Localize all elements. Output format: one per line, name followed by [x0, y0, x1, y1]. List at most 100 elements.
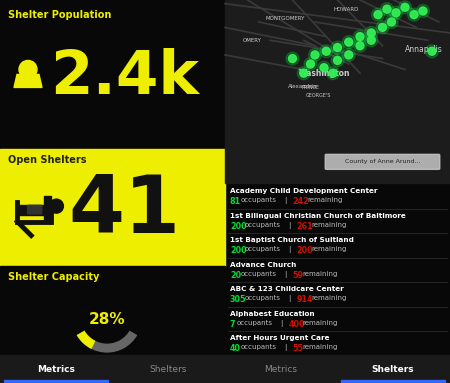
Bar	[0, 355, 225, 383]
Text: Metrics: Metrics	[37, 365, 75, 373]
Text: Advance Church: Advance Church	[230, 262, 297, 268]
Text: 40: 40	[230, 344, 241, 354]
Text: remaining: remaining	[311, 295, 346, 301]
Circle shape	[345, 38, 353, 46]
Text: remaining: remaining	[303, 344, 338, 350]
Text: 400: 400	[288, 320, 305, 329]
Circle shape	[19, 61, 37, 79]
Text: |: |	[284, 271, 287, 278]
Text: remaining: remaining	[303, 271, 338, 277]
Bar	[341, 380, 445, 382]
Circle shape	[50, 199, 63, 213]
Text: Shelters: Shelters	[372, 365, 414, 373]
Circle shape	[288, 54, 297, 62]
Text: remaining: remaining	[307, 197, 342, 203]
Text: |: |	[288, 295, 291, 302]
Wedge shape	[76, 331, 95, 349]
Bar	[44, 196, 51, 221]
Circle shape	[304, 57, 317, 70]
Text: |: |	[284, 197, 287, 204]
Circle shape	[297, 67, 310, 80]
Circle shape	[417, 5, 429, 18]
Text: occupants: occupants	[236, 320, 272, 326]
Text: County of Anne Arund...: County of Anne Arund...	[345, 159, 420, 164]
Circle shape	[345, 51, 353, 59]
Circle shape	[320, 45, 333, 58]
Bar	[225, 0, 450, 183]
Text: 28%: 28%	[89, 312, 125, 327]
Circle shape	[428, 47, 436, 55]
Circle shape	[329, 69, 337, 77]
Text: |: |	[284, 344, 287, 352]
Text: 1st Bilingual Christian Church of Baltimore: 1st Bilingual Christian Church of Baltim…	[230, 213, 406, 219]
Circle shape	[426, 45, 438, 58]
Circle shape	[354, 30, 366, 43]
Bar	[4, 380, 108, 382]
Circle shape	[331, 41, 344, 54]
Bar	[225, 355, 450, 383]
Text: 1st Baptist Church of Suitland: 1st Baptist Church of Suitland	[230, 237, 354, 243]
Text: Alphabest Education: Alphabest Education	[230, 311, 315, 317]
Circle shape	[342, 48, 355, 61]
Wedge shape	[76, 331, 137, 353]
Text: 20: 20	[230, 271, 241, 280]
Circle shape	[342, 36, 355, 49]
Circle shape	[300, 69, 308, 77]
Circle shape	[320, 64, 328, 72]
Bar	[0, 0, 225, 149]
Circle shape	[408, 8, 420, 21]
Circle shape	[419, 7, 427, 15]
Circle shape	[383, 5, 391, 13]
Text: Shelters: Shelters	[149, 365, 187, 373]
Circle shape	[410, 11, 418, 19]
Circle shape	[378, 23, 387, 31]
Circle shape	[327, 67, 339, 80]
Circle shape	[374, 11, 382, 19]
Text: ABC & 123 Childcare Center: ABC & 123 Childcare Center	[230, 286, 344, 292]
Text: 914: 914	[297, 295, 313, 304]
Circle shape	[385, 15, 398, 28]
Text: HOWARD: HOWARD	[333, 7, 358, 11]
Circle shape	[354, 39, 366, 52]
Text: 200: 200	[297, 246, 313, 255]
Text: PRINCE: PRINCE	[302, 85, 319, 90]
Circle shape	[309, 48, 321, 61]
Circle shape	[365, 26, 378, 39]
Circle shape	[356, 42, 364, 50]
Circle shape	[372, 8, 384, 21]
Text: remaining: remaining	[303, 320, 338, 326]
FancyBboxPatch shape	[325, 154, 440, 169]
Text: Shelter Population: Shelter Population	[8, 10, 112, 20]
Text: 55: 55	[292, 344, 303, 354]
FancyBboxPatch shape	[27, 205, 42, 214]
Text: GEORGE'S: GEORGE'S	[306, 93, 331, 98]
Text: occupants: occupants	[240, 271, 276, 277]
Text: 7: 7	[230, 320, 235, 329]
Circle shape	[286, 52, 299, 65]
Text: Alexandria: Alexandria	[288, 83, 318, 88]
Circle shape	[392, 9, 400, 17]
Circle shape	[399, 1, 411, 14]
Text: Open Shelters: Open Shelters	[8, 155, 86, 165]
Circle shape	[365, 34, 378, 47]
Text: occupants: occupants	[245, 222, 281, 228]
Text: occupants: occupants	[240, 344, 276, 350]
Circle shape	[376, 21, 389, 34]
Text: 2.4k: 2.4k	[50, 48, 199, 107]
Circle shape	[306, 60, 315, 68]
Text: Academy Child Development Center: Academy Child Development Center	[230, 188, 378, 194]
Text: 200: 200	[230, 222, 247, 231]
Text: 59: 59	[292, 271, 303, 280]
Text: Washington: Washington	[299, 69, 351, 78]
Text: 41: 41	[68, 172, 180, 250]
Text: OMERY: OMERY	[243, 38, 262, 43]
Circle shape	[333, 56, 342, 64]
Bar	[17, 205, 48, 214]
Bar	[0, 149, 225, 266]
Bar	[0, 266, 225, 355]
Text: |: |	[280, 320, 283, 327]
Text: After Hours Urgent Care: After Hours Urgent Care	[230, 336, 329, 341]
Circle shape	[322, 47, 330, 55]
Circle shape	[401, 3, 409, 11]
Circle shape	[367, 29, 375, 37]
